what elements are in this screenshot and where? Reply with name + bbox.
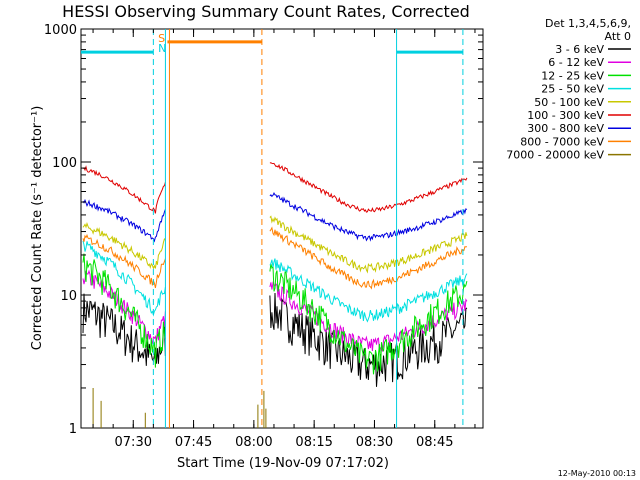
plot-frame bbox=[80, 28, 484, 429]
saa-label: S bbox=[158, 32, 165, 45]
series-line-6 bbox=[82, 192, 468, 243]
legend-label-8: 7000 - 20000 keV bbox=[506, 149, 604, 162]
series-line-5 bbox=[82, 162, 468, 214]
legend-label-7: 800 - 7000 keV bbox=[520, 135, 604, 148]
night-label: N bbox=[158, 42, 166, 55]
series-line-0 bbox=[82, 292, 468, 387]
legend-label-0: 3 - 6 keV bbox=[555, 43, 604, 56]
x-tick-label: 08:15 bbox=[295, 435, 332, 450]
legend-attenuator: Att 0 bbox=[605, 30, 631, 43]
legend-label-6: 300 - 800 keV bbox=[527, 122, 604, 135]
series-line-7 bbox=[82, 226, 468, 290]
annotation-layer: SN bbox=[81, 29, 464, 428]
series-line-8 bbox=[92, 388, 267, 428]
y-tick-label: 1000 bbox=[44, 23, 77, 38]
y-tick-label: 100 bbox=[52, 156, 77, 171]
footer-date: 12-May-2010 00:13 bbox=[558, 469, 636, 478]
x-tick-label: 07:30 bbox=[115, 435, 152, 450]
legend-label-4: 50 - 100 keV bbox=[534, 96, 604, 109]
series-line-3 bbox=[82, 240, 468, 323]
series-line-4 bbox=[82, 215, 468, 274]
x-tick-label: 08:30 bbox=[356, 435, 393, 450]
series-line-2 bbox=[82, 253, 468, 375]
legend-header: Det 1,3,4,5,6,9, bbox=[545, 17, 631, 30]
legend-label-3: 25 - 50 keV bbox=[541, 83, 604, 96]
series-layer bbox=[82, 162, 468, 428]
y-tick-label: 1 bbox=[69, 422, 77, 437]
legend-label-1: 6 - 12 keV bbox=[548, 56, 604, 69]
x-tick-label: 07:45 bbox=[175, 435, 212, 450]
x-axis-label: Start Time (19-Nov-09 07:17:02) bbox=[177, 456, 389, 471]
y-tick-label: 10 bbox=[60, 289, 77, 304]
chart-title: HESSI Observing Summary Count Rates, Cor… bbox=[62, 2, 470, 21]
legend-label-5: 100 - 300 keV bbox=[527, 109, 604, 122]
axis-layer: 07:30 07:45 08:00 08:15 08:30 08:45 1 10 100 1000 bbox=[44, 23, 483, 450]
y-axis-label: Corrected Count Rate (s⁻¹ detector⁻¹) bbox=[30, 106, 45, 351]
x-tick-label: 08:45 bbox=[416, 435, 453, 450]
x-tick-label: 08:00 bbox=[235, 435, 272, 450]
legend-label-2: 12 - 25 keV bbox=[541, 69, 604, 82]
